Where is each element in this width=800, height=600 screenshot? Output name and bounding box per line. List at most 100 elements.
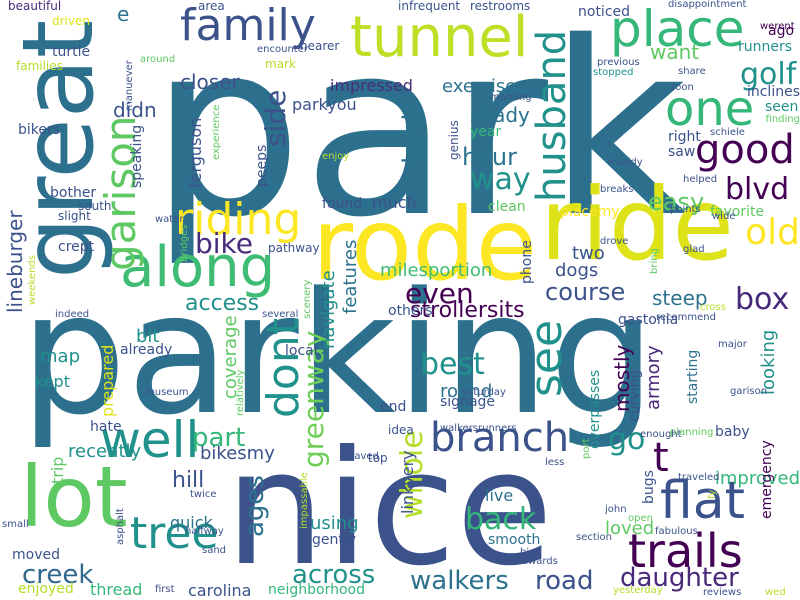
word-bike: bike [195,227,253,260]
word-recently: recently [68,441,142,462]
word-helped: helped [683,174,718,185]
word-relatively: relatively [235,369,246,416]
word-major: major [718,339,747,350]
word-found: found [322,196,363,212]
word-port: port [581,438,592,460]
word-disappointment: disappointment [668,0,747,10]
word-halfway: halfway [185,526,224,537]
word-bother: bother [50,185,97,201]
word-water: water [155,214,184,225]
word-already: already [120,342,173,358]
word-walkersrunners: walkersrunners [440,423,517,434]
word-much: much [372,193,417,212]
word-big: big [520,547,536,558]
word-glad: glad [683,244,705,255]
word-bikesmy: bikesmy [200,443,275,464]
word-ride: ride [540,166,734,283]
word-traveled: traveled [678,472,720,483]
word-soon: soon [670,82,694,93]
word-indeed: indeed [55,309,90,320]
word-branch: branch [430,415,570,461]
word-planning: planning [670,427,714,438]
word-using: using [310,513,359,534]
word-trip: trip [48,456,67,484]
word-saturday: saturday [462,387,506,398]
word-gastonia: gastonia [618,312,679,328]
word-t: t [653,435,669,481]
word-hill: hill [172,468,205,493]
word-end: end [380,399,407,415]
word-placemy: placemy [560,204,620,220]
word-restrooms: restrooms [470,0,531,13]
word-fabulous: fabulous [655,526,698,537]
word-nearer: nearer [300,39,340,53]
word-families: families [16,59,63,73]
word-husband: husband [529,29,575,202]
word-recommend: recommend [656,312,716,323]
word-road: road [535,566,594,596]
word-others: others [388,303,433,319]
word-paved: paved [348,451,379,462]
word-stopped: stopped [593,67,634,78]
word-werent: werent [760,21,795,32]
word-access: access [185,291,260,316]
word-way: way [470,162,531,197]
word-top: top [368,451,388,465]
word-muddy: muddy [608,157,643,168]
word-place: place [610,0,745,58]
word-open: open [628,513,653,524]
word-parkyou: parkyou [292,95,357,114]
word-south: south [78,199,112,213]
word-navigate: navigate [318,270,339,349]
word-bikers: bikers [18,122,61,138]
word-sand: sand [202,545,227,556]
word-seen: seen [765,99,799,115]
word-reviews: reviews [703,587,742,598]
word-section: section [576,532,613,543]
word-one: one [665,81,755,137]
word-year: year [470,124,502,140]
word-closer: closer [180,70,240,94]
word-runners: runners [738,39,793,55]
word-side: side [259,89,292,147]
word-even: even [405,277,474,310]
word-part: part [192,423,246,453]
word-previous: previous [597,57,640,68]
word-smooth: smooth [488,532,541,548]
word-didn: didn [113,98,157,122]
word-clean: clean [488,199,526,215]
word-parking: parking [20,256,656,452]
word-first: first [155,584,175,595]
word-features: features [340,239,361,314]
word-quick: quick [170,513,213,532]
word-driven: driven [52,14,90,28]
word-tunnel: tunnel [350,5,529,70]
word-ages: ages [240,475,270,537]
word-ago: ago [768,23,795,39]
word-enjoyed: enjoyed [18,581,74,597]
word-peeps: peeps [254,144,270,187]
word-saw: saw [668,144,696,160]
word-genius: genius [447,120,461,160]
word-fy: fy [707,489,718,499]
word-hour: hour [462,143,517,171]
word-o: o [605,139,612,150]
word-turtle: turtle [52,44,91,60]
word-wide: wide [712,211,736,222]
word-scenery: scenery [302,279,313,319]
word-neighborhood: neighborhood [268,582,365,598]
word-old: old [745,212,800,253]
word-small: small [2,519,29,530]
word-asphalt: asphalt [115,508,126,545]
word-wed: wed [765,587,786,598]
word-hate: hate [90,419,122,435]
word-riding: riding [175,194,302,245]
word-walkers: walkers [410,566,509,596]
word-live: live [485,486,514,505]
word-golf: golf [740,57,797,92]
word-along: along [120,235,276,300]
word-bring: bring [649,248,660,274]
word-dogs: dogs [555,260,599,281]
word-daughter: daughter [620,563,739,593]
